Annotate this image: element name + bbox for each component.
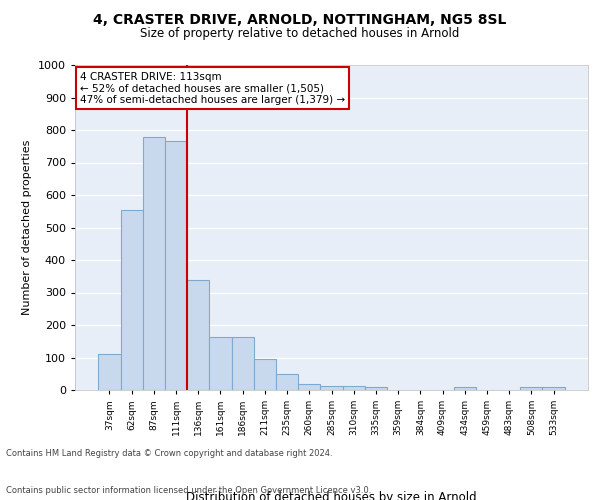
Bar (320, 386, 343, 390)
Bar (276, 374, 298, 390)
Bar (298, 384, 320, 390)
Bar (187, 280, 209, 390)
Bar (143, 136, 165, 390)
Bar (98, 354, 121, 390)
Y-axis label: Number of detached properties: Number of detached properties (22, 140, 32, 315)
Bar (343, 386, 365, 390)
Bar (365, 387, 387, 390)
Bar (254, 359, 276, 390)
Text: Contains HM Land Registry data © Crown copyright and database right 2024.: Contains HM Land Registry data © Crown c… (6, 448, 332, 458)
Text: 4 CRASTER DRIVE: 113sqm
← 52% of detached houses are smaller (1,505)
47% of semi: 4 CRASTER DRIVE: 113sqm ← 52% of detache… (80, 72, 345, 104)
X-axis label: Distribution of detached houses by size in Arnold: Distribution of detached houses by size … (186, 491, 477, 500)
Bar (121, 210, 143, 390)
Bar (165, 142, 187, 390)
Bar (454, 388, 476, 390)
Bar (520, 388, 542, 390)
Text: Contains public sector information licensed under the Open Government Licence v3: Contains public sector information licen… (6, 486, 371, 495)
Bar (232, 338, 254, 390)
Text: 4, CRASTER DRIVE, ARNOLD, NOTTINGHAM, NG5 8SL: 4, CRASTER DRIVE, ARNOLD, NOTTINGHAM, NG… (94, 12, 506, 26)
Text: Size of property relative to detached houses in Arnold: Size of property relative to detached ho… (140, 28, 460, 40)
Bar (209, 338, 232, 390)
Bar (542, 387, 565, 390)
